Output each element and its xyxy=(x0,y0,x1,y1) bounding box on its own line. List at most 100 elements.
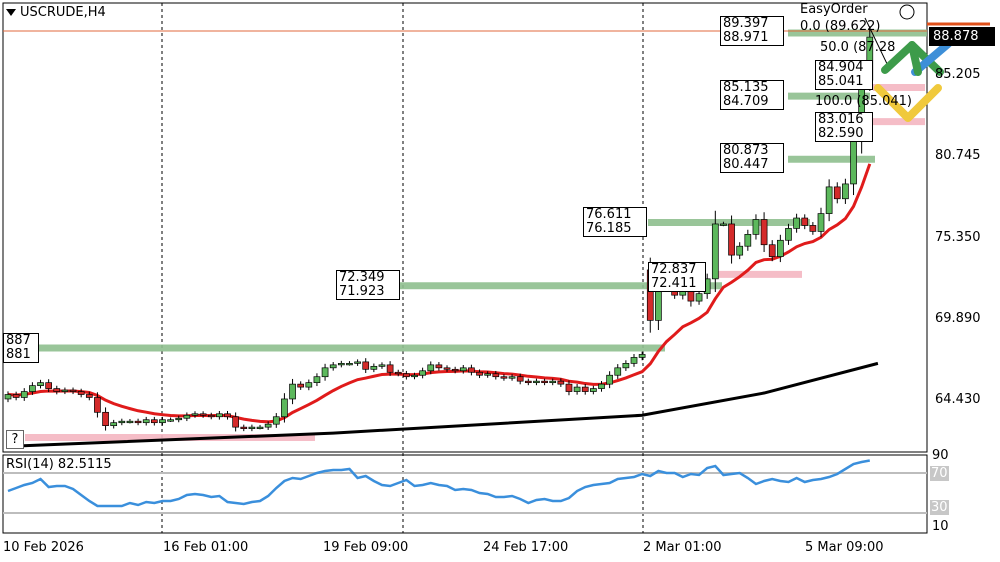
candle-body xyxy=(45,382,53,389)
candle-body xyxy=(630,357,638,364)
candle-body xyxy=(606,374,613,385)
candle-body xyxy=(573,386,581,392)
candle-body xyxy=(29,385,36,392)
level-label[interactable]: 80.873 80.447 xyxy=(720,143,784,173)
candle-body xyxy=(833,186,841,200)
candle-body xyxy=(85,394,93,398)
candle-body xyxy=(77,391,85,395)
easy-order-circle-icon xyxy=(899,4,915,20)
candle-body xyxy=(175,417,183,421)
rsi-panel-border xyxy=(2,454,928,534)
time-axis-label: 2 Mar 01:00 xyxy=(643,540,722,555)
rsi-indicator-label: RSI(14) 82.5115 xyxy=(6,457,112,472)
level-label[interactable]: 887 881 xyxy=(3,333,39,363)
candle-body xyxy=(346,363,353,366)
candle-body xyxy=(581,386,589,392)
candle-body xyxy=(825,186,833,214)
candle-body xyxy=(752,219,760,235)
candle-body xyxy=(248,426,256,429)
candle-body xyxy=(289,383,296,400)
time-axis-label: 16 Feb 01:00 xyxy=(163,540,249,555)
chart-title[interactable]: USCRUDE,H4 xyxy=(6,5,106,20)
candle-body xyxy=(370,365,378,370)
level-price-lower: 76.185 xyxy=(586,221,632,236)
level-label[interactable]: 76.611 76.185 xyxy=(583,207,647,237)
candle-body xyxy=(443,367,451,370)
candle-body xyxy=(500,376,508,379)
candle-body xyxy=(272,416,280,425)
time-axis-label: 19 Feb 09:00 xyxy=(323,540,409,555)
level-label[interactable]: 72.837 72.411 xyxy=(648,262,706,292)
level-label[interactable]: 83.016 82.590 xyxy=(815,112,873,142)
candle-body xyxy=(12,394,20,398)
level-price-lower: 881 xyxy=(6,347,31,362)
help-button[interactable]: ? xyxy=(6,430,24,449)
main-panel-border xyxy=(2,2,928,453)
candle-body xyxy=(476,371,483,376)
level-price-lower: 88.971 xyxy=(723,30,769,45)
triangle-down-icon[interactable] xyxy=(6,9,16,16)
candle-body xyxy=(134,420,142,424)
candle-body xyxy=(785,228,792,241)
level-label[interactable]: 72.349 71.923 xyxy=(336,270,400,300)
candle-body xyxy=(142,419,150,424)
rsi-axis-label: 70 xyxy=(930,466,949,481)
candle-body xyxy=(728,223,735,256)
candle-body xyxy=(850,139,857,185)
candle-body xyxy=(191,413,199,416)
fibo-level-0: 0.0 (89.622) xyxy=(800,19,881,34)
level-label[interactable]: 89.397 88.971 xyxy=(720,16,784,46)
level-price-upper: 72.837 xyxy=(651,262,697,277)
candle-body xyxy=(842,183,849,200)
price-axis-label: 69.890 xyxy=(935,311,981,326)
level-label[interactable]: 84.904 85.041 xyxy=(815,60,873,90)
candle-body xyxy=(394,371,402,375)
candle-body xyxy=(329,364,337,369)
time-axis-label: 5 Mar 09:00 xyxy=(805,540,884,555)
level-price-lower: 80.447 xyxy=(723,157,769,172)
candle-body xyxy=(711,223,719,280)
candle-body xyxy=(4,394,12,400)
candle-body xyxy=(20,391,28,398)
candle-body xyxy=(557,380,565,385)
price-axis-label: 85.205 xyxy=(935,67,981,82)
logo-icon xyxy=(908,41,922,76)
candle-body xyxy=(224,413,231,418)
candle-body xyxy=(378,364,386,367)
candle-body xyxy=(565,383,573,392)
level-label[interactable]: 85.135 84.709 xyxy=(720,80,784,110)
candle-body xyxy=(256,426,264,429)
candle-body xyxy=(281,398,288,418)
candle-body xyxy=(102,411,109,427)
candle-body xyxy=(419,370,426,376)
candle-body xyxy=(801,217,809,226)
candle-body xyxy=(508,376,516,379)
candle-body xyxy=(118,420,126,424)
candle-body xyxy=(695,293,703,302)
candle-body xyxy=(354,361,361,364)
current-price-box: 88.878 xyxy=(929,27,995,46)
candle-body xyxy=(451,368,459,372)
candle-body xyxy=(37,382,44,386)
logo-icon xyxy=(874,84,942,122)
symbol-timeframe: USCRUDE,H4 xyxy=(20,5,106,20)
candle-body xyxy=(240,426,248,429)
level-price-upper: 76.611 xyxy=(586,207,632,222)
level-price-upper: 89.397 xyxy=(723,16,769,31)
level-price-upper: 887 xyxy=(6,333,31,348)
candle-body xyxy=(362,361,370,370)
candle-body xyxy=(199,413,207,416)
candle-body xyxy=(492,373,500,378)
level-price-lower: 72.411 xyxy=(651,276,697,291)
candle-body xyxy=(159,419,166,424)
candle-body xyxy=(533,380,540,384)
candle-body xyxy=(69,389,77,392)
candle-body xyxy=(167,419,174,422)
candle-body xyxy=(313,376,321,383)
rsi-axis-label: 10 xyxy=(932,519,949,534)
rsi-axis-label: 90 xyxy=(932,448,949,463)
candle-body xyxy=(598,383,605,389)
easy-order-label[interactable]: EasyOrder xyxy=(800,2,868,17)
level-price-lower: 85.041 xyxy=(818,74,864,89)
